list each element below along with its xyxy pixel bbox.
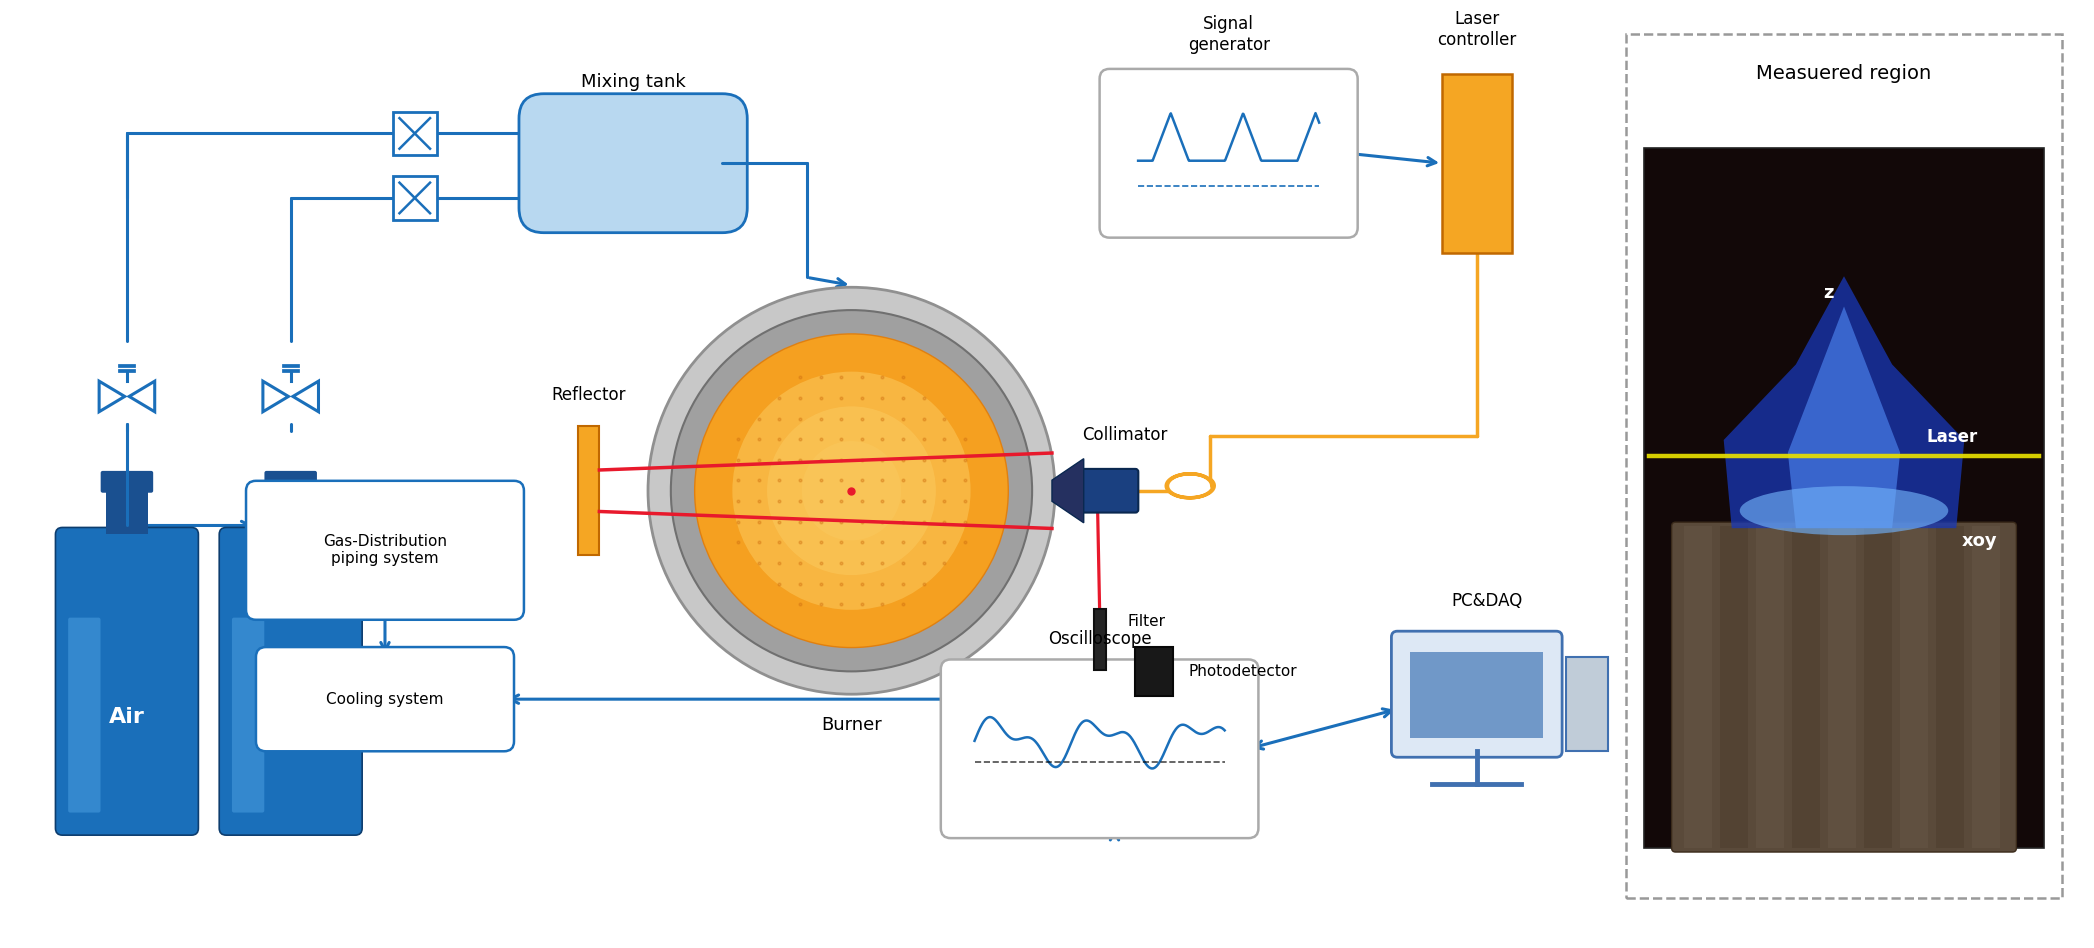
Text: Laser: Laser	[1926, 428, 1979, 447]
Text: Collimator: Collimator	[1083, 426, 1166, 444]
Text: z: z	[1824, 284, 1834, 302]
Text: Mixing tank: Mixing tank	[580, 73, 685, 91]
Bar	[1792, 526, 1820, 848]
Bar	[1828, 526, 1855, 848]
FancyBboxPatch shape	[1081, 469, 1139, 513]
Text: Filter: Filter	[1127, 614, 1166, 629]
FancyBboxPatch shape	[245, 481, 524, 620]
Circle shape	[647, 287, 1055, 694]
FancyBboxPatch shape	[232, 618, 264, 812]
Text: Oscilloscope: Oscilloscope	[1047, 629, 1152, 647]
Circle shape	[670, 310, 1032, 671]
Bar	[1409, 652, 1543, 738]
Bar	[1899, 526, 1929, 848]
Bar	[105, 486, 149, 535]
Polygon shape	[1788, 306, 1899, 528]
Bar	[270, 486, 312, 535]
Text: Burner: Burner	[821, 716, 882, 734]
Polygon shape	[1051, 459, 1085, 522]
FancyBboxPatch shape	[255, 647, 513, 751]
Bar	[1135, 647, 1173, 696]
Bar	[1093, 609, 1106, 670]
Bar	[1644, 148, 2044, 848]
FancyBboxPatch shape	[220, 527, 362, 835]
Bar	[1864, 526, 1893, 848]
Text: Measuered region: Measuered region	[1757, 64, 1931, 83]
Bar	[1937, 526, 1964, 848]
Circle shape	[733, 372, 972, 610]
Bar	[1684, 526, 1711, 848]
Text: xoy: xoy	[1962, 532, 1998, 550]
FancyBboxPatch shape	[940, 660, 1258, 838]
Text: PC&DAQ: PC&DAQ	[1451, 592, 1522, 611]
Bar	[394, 112, 436, 155]
Text: Reflector: Reflector	[551, 387, 626, 405]
Ellipse shape	[1740, 486, 1947, 536]
Text: Air: Air	[109, 706, 144, 726]
FancyBboxPatch shape	[264, 471, 316, 493]
Text: Gas-Distribution
piping system: Gas-Distribution piping system	[322, 534, 446, 567]
FancyBboxPatch shape	[101, 471, 153, 493]
FancyBboxPatch shape	[519, 94, 748, 232]
FancyBboxPatch shape	[54, 527, 199, 835]
Bar	[1566, 657, 1608, 751]
Text: Photodetector: Photodetector	[1189, 664, 1298, 679]
Text: Laser
controller: Laser controller	[1436, 10, 1516, 49]
FancyBboxPatch shape	[69, 618, 101, 812]
FancyBboxPatch shape	[1625, 34, 2063, 898]
FancyBboxPatch shape	[1390, 631, 1562, 757]
Text: Cooling system: Cooling system	[327, 692, 444, 706]
FancyBboxPatch shape	[1099, 69, 1357, 238]
Circle shape	[802, 441, 900, 540]
Polygon shape	[1723, 276, 1964, 528]
Text: CH₄: CH₄	[268, 706, 312, 726]
Bar	[1755, 526, 1784, 848]
Circle shape	[766, 407, 936, 575]
Circle shape	[695, 334, 1009, 647]
Bar	[1719, 526, 1748, 848]
FancyBboxPatch shape	[1671, 522, 2017, 852]
Bar	[1443, 74, 1512, 252]
Bar	[578, 427, 599, 556]
Text: Signal
generator: Signal generator	[1187, 15, 1269, 54]
Bar	[1973, 526, 2000, 848]
Bar	[394, 176, 436, 220]
